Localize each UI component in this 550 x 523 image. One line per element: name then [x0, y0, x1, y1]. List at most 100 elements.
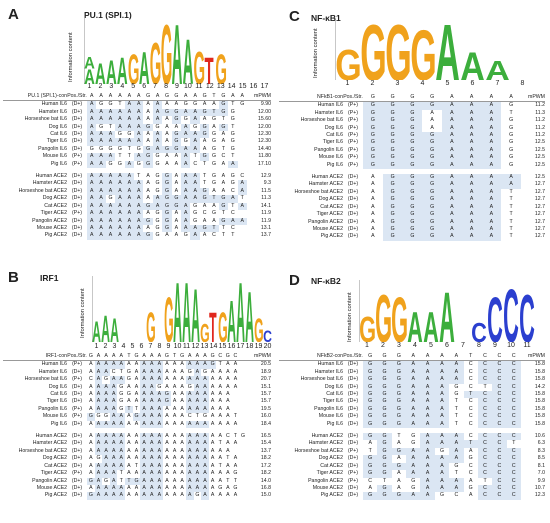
base-cell: A: [442, 218, 462, 226]
position-number: 5: [445, 80, 450, 87]
base-cell: A: [442, 101, 462, 110]
base-cell: A: [218, 433, 222, 440]
base-cell: A: [117, 484, 126, 493]
row-name: Horseshoe bat ACE2: [294, 188, 343, 195]
position-number: 1: [345, 80, 350, 87]
base-cell: A: [165, 138, 169, 145]
base-cell: A: [181, 123, 191, 132]
base-cell: A: [140, 440, 148, 448]
base-cell: A: [201, 440, 209, 448]
base-cell: G: [171, 108, 182, 117]
base-cell: T: [233, 413, 238, 420]
base-cell: A: [87, 123, 97, 132]
base-cell: A: [115, 108, 125, 117]
base-cell: A: [218, 470, 222, 477]
row-score: 12.3: [534, 492, 545, 499]
base-cell: G: [202, 368, 208, 375]
base-cell: T: [454, 398, 458, 405]
base-cell: T: [221, 116, 225, 123]
base-cell: A: [134, 376, 139, 383]
row-position: Pos./Str.: [343, 94, 363, 103]
base-cell: A: [140, 353, 148, 362]
base-cell: A: [127, 455, 131, 462]
row-name: Hamster IL6: [38, 368, 68, 375]
base-cell: A: [180, 470, 184, 477]
base-cell: A: [371, 225, 375, 232]
base-cell: G: [377, 470, 392, 478]
base-cell: A: [94, 383, 103, 392]
row-name: Cat IL6: [50, 391, 68, 398]
base-cell: A: [193, 420, 202, 429]
base-cell: T: [509, 203, 513, 210]
base-cell: A: [210, 492, 215, 499]
base-cell: A: [185, 484, 194, 493]
base-cell: G: [391, 405, 407, 414]
row-name: Human IL6: [41, 101, 68, 108]
base-cell: G: [411, 433, 416, 440]
base-cell: G: [411, 484, 416, 491]
position-number: 1: [365, 342, 369, 349]
base-cell: A: [105, 138, 116, 146]
row-score: 12.30: [258, 131, 271, 138]
base-cell: G: [99, 123, 104, 130]
row-position: (D+): [71, 484, 83, 491]
base-cell: A: [155, 484, 164, 493]
base-cell: T: [118, 101, 122, 108]
base-cell: A: [226, 361, 230, 368]
base-cell: A: [201, 405, 209, 414]
logo-letter: A: [439, 280, 455, 342]
logo-letter: A: [236, 276, 245, 342]
table-row: Hamster ACE2 (D+) A A A A A A A G G A A A T G A G A 9.3: [3, 180, 271, 188]
base-cell: G: [509, 161, 514, 168]
base-cell: A: [226, 447, 230, 454]
base-cell: G: [402, 225, 423, 234]
row-score: 15.8: [534, 413, 545, 420]
base-cell: G: [509, 117, 514, 124]
table-row: Mouse ACE2 (D+) A G A G A A A G C C C 10.7: [279, 484, 545, 493]
base-cell: G: [509, 154, 514, 161]
base-cell: T: [125, 353, 133, 362]
base-cell: A: [102, 440, 110, 448]
row-score: 8.5: [537, 455, 545, 462]
base-cell: A: [406, 492, 421, 500]
base-cell: G: [382, 225, 403, 234]
table-row: Human IL6 (P+) A A A A A A A A A A A A A A A A G T A A 20.5: [3, 360, 271, 369]
base-cell: A: [434, 440, 450, 448]
base-cell: A: [193, 398, 202, 406]
base-cell: G: [218, 202, 229, 211]
base-cell: A: [434, 413, 450, 421]
row-name: Mouse IL6: [318, 154, 343, 161]
table-row: Dog IL6 (P+) G G G A A A A G 11.2: [279, 124, 545, 133]
position-number: 11: [182, 343, 191, 350]
base-cell: A: [117, 440, 126, 448]
base-cell: T: [221, 224, 225, 231]
position-number: 2: [370, 80, 375, 87]
base-cell: A: [94, 462, 103, 471]
row-score: 9.9: [537, 477, 545, 484]
base-cell: A: [181, 210, 191, 218]
base-cell: A: [152, 195, 163, 203]
base-cell: A: [368, 440, 372, 447]
base-cell: A: [481, 94, 502, 103]
base-cell: C: [506, 433, 521, 441]
base-cell: A: [174, 187, 179, 194]
row-score: 12.7: [534, 203, 545, 210]
row-score: 15.8: [534, 405, 545, 412]
logo-letter: G: [375, 281, 392, 342]
base-cell: G: [391, 462, 407, 471]
base-cell: G: [468, 484, 473, 491]
base-cell: A: [202, 101, 207, 108]
base-cell: A: [172, 447, 177, 454]
base-cell: A: [87, 93, 97, 102]
row-name: Tiger ACE2: [40, 470, 68, 477]
base-cell: A: [172, 433, 177, 440]
row-position: (P+): [348, 154, 358, 161]
table-row: Pangolin IL6 (D+) G G G A A A T C C C C 15.8: [279, 405, 545, 414]
base-cell: A: [165, 447, 169, 454]
base-cell: A: [181, 108, 191, 117]
base-cell: C: [468, 398, 473, 405]
base-cell: A: [190, 108, 200, 117]
